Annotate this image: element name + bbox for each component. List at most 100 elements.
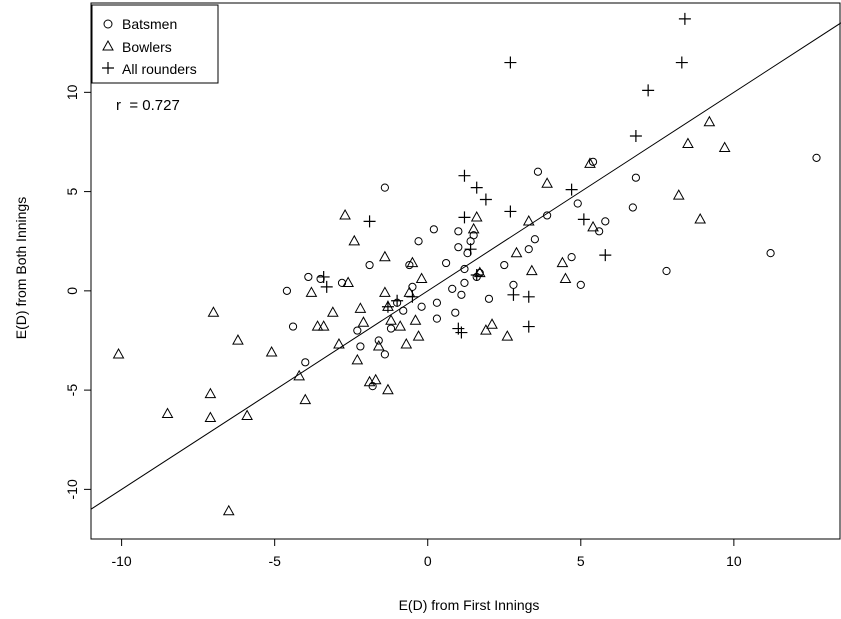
bowler-point (409, 314, 422, 325)
x-tick-label: 5 (577, 553, 585, 569)
batsman-point (432, 298, 442, 307)
y-tick-label: 5 (64, 187, 80, 195)
legend: Batsmen Bowlers All rounders (91, 4, 219, 84)
batsman-point (408, 282, 417, 291)
all-rounder-point (317, 270, 330, 283)
batsman-point (386, 324, 396, 333)
bowler-point (305, 286, 318, 297)
bowler-point (718, 141, 731, 153)
all-rounder-point (479, 193, 492, 206)
bowler-point (379, 250, 391, 262)
bowler-point (222, 504, 235, 516)
batsman-point (509, 280, 518, 289)
batsman-point (454, 243, 463, 252)
batsman-point (414, 237, 423, 246)
all-rounder-point (642, 84, 655, 97)
bowler-point (587, 220, 599, 232)
batsman-point (460, 278, 469, 288)
batsman-point (429, 225, 438, 234)
legend-label-bowlers: Bowlers (122, 39, 172, 55)
batsman-point (500, 260, 509, 270)
data-points (112, 12, 821, 516)
y-tick-label: 10 (64, 84, 80, 100)
x-tick-label: -10 (111, 553, 131, 569)
batsman-point (812, 153, 821, 162)
bowler-point (204, 387, 217, 399)
bowler-point (510, 246, 523, 258)
bowler-point (317, 320, 330, 331)
x-tick-label: -5 (268, 553, 281, 569)
bowler-point (112, 347, 125, 359)
all-rounder-point (504, 205, 517, 218)
batsman-point (337, 278, 347, 288)
bowler-point (480, 324, 492, 335)
all-rounder-point (675, 56, 688, 69)
batsman-point (533, 167, 543, 176)
batsman-point (374, 336, 383, 345)
bowler-point (672, 189, 685, 200)
bowler-point (339, 208, 351, 220)
bowler-point (400, 338, 413, 349)
batsman-point (454, 227, 463, 236)
batsman-point (399, 306, 408, 315)
batsman-point (484, 294, 494, 303)
all-rounder-point (458, 169, 471, 182)
bowler-point (501, 330, 514, 341)
batsman-point (442, 258, 451, 268)
all-rounder-point (678, 12, 691, 25)
bowler-point (412, 330, 425, 341)
batsman-point (573, 199, 582, 208)
bowler-point (559, 272, 572, 284)
y-tick-label: -10 (64, 479, 80, 499)
all-rounder-point (406, 290, 419, 303)
bowler-point (326, 306, 339, 317)
bowler-point (372, 340, 385, 351)
batsman-point (417, 302, 426, 311)
bowler-point (382, 383, 394, 395)
correlation-annotation: r = 0.727 (116, 97, 180, 114)
all-rounder-point (320, 280, 333, 293)
batsman-point (469, 231, 478, 240)
bowler-point (207, 306, 220, 317)
legend-triangle-marker (102, 39, 114, 51)
all-rounder-point (599, 249, 612, 262)
bowler-point (556, 256, 569, 268)
bowler-point (265, 345, 278, 357)
bowler-point (357, 316, 370, 327)
all-rounder-point (504, 56, 517, 69)
batsman-point (380, 350, 389, 359)
batsman-point (380, 183, 389, 192)
x-tick-label: 10 (726, 553, 742, 569)
bowler-point (299, 393, 312, 405)
bowler-point (486, 318, 498, 329)
bowler-point (333, 338, 345, 349)
batsman-point (588, 157, 598, 166)
batsman-point (432, 314, 442, 323)
legend-label-batsmen: Batsmen (122, 16, 177, 32)
batsman-point (631, 173, 640, 182)
batsman-point (524, 245, 533, 254)
all-rounder-point (470, 268, 483, 281)
all-rounder-point (458, 211, 471, 224)
bowler-point (311, 320, 324, 331)
y-tick-label: -5 (64, 384, 80, 397)
batsman-point (766, 249, 775, 258)
bowler-point (394, 320, 407, 331)
all-rounder-point (464, 243, 477, 256)
all-rounder-point (470, 181, 483, 194)
bowler-point (406, 256, 419, 268)
legend-box (91, 4, 219, 84)
batsman-point (662, 266, 671, 276)
all-rounder-point (507, 288, 520, 301)
bowler-point (161, 407, 174, 419)
batsman-point (530, 235, 539, 244)
all-rounder-point (455, 326, 468, 339)
bowler-point (293, 369, 306, 381)
bowler-point (204, 411, 217, 423)
y-tick-label: 0 (64, 287, 80, 295)
legend-plus-marker (102, 62, 114, 74)
legend-label-all-rounders: All rounders (122, 61, 197, 77)
bowler-point (415, 272, 428, 284)
batsman-point (628, 203, 637, 212)
